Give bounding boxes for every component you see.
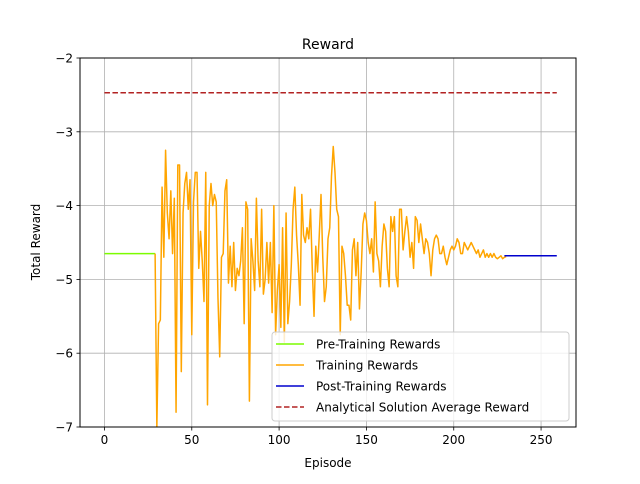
axis-ticks: 0 50 100 150 200 250 −2 −3 −4 −5 −6 −7 [55,52,552,448]
x-tick-label: 250 [530,433,553,447]
y-tick-label: −4 [55,199,73,213]
series-line-training-rewards [154,145,507,427]
legend-label: Analytical Solution Average Reward [316,401,529,415]
legend-box [271,331,570,422]
y-tick-label: −6 [55,347,73,361]
x-tick-label: 200 [442,433,465,447]
y-tick-label: −5 [55,273,73,287]
legend-label: Post-Training Rewards [316,380,446,394]
x-tick-label: 50 [184,433,199,447]
legend-label: Pre-Training Rewards [316,338,440,352]
x-axis-label: Episode [304,456,351,470]
y-tick-label: −7 [55,421,73,435]
data-series [104,91,557,427]
legend-entries: Pre-Training Rewards Training Rewards Post… [276,338,529,415]
chart-title: Reward [302,37,354,53]
x-tick-label: 100 [268,433,291,447]
y-tick-label: −2 [55,52,73,66]
x-tick-label: 0 [101,433,109,447]
legend: Pre-Training Rewards Training Rewards Post… [271,331,570,422]
plot-frame [79,57,577,428]
y-axis-label: Total Reward [29,204,43,282]
legend-label: Training Rewards [315,359,418,373]
y-tick-label: −3 [55,125,73,139]
x-tick-label: 150 [355,433,378,447]
